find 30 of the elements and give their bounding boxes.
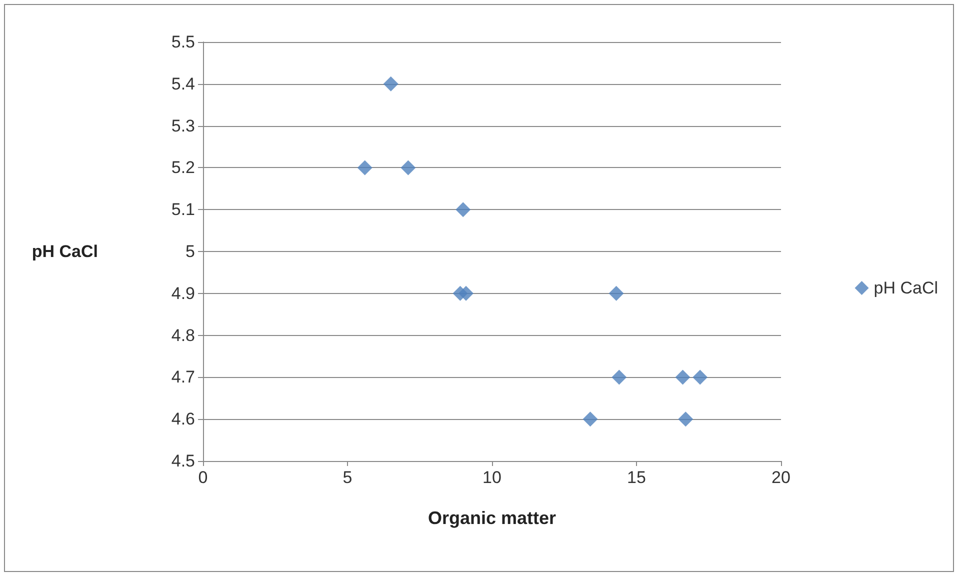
point bbox=[612, 370, 627, 385]
y-tick-label: 5.2 bbox=[171, 158, 195, 178]
y-tick-label: 4.5 bbox=[171, 452, 195, 470]
x-tick-label: 15 bbox=[627, 468, 646, 487]
y-tick-label: 5.5 bbox=[171, 32, 195, 52]
x-tick-label: 10 bbox=[482, 468, 502, 487]
legend-label: pH CaCl bbox=[874, 278, 938, 298]
point bbox=[357, 160, 372, 176]
y-tick-label: 4.9 bbox=[171, 284, 195, 303]
point bbox=[678, 412, 694, 427]
point bbox=[692, 370, 708, 385]
x-axis-title: Organic matter bbox=[428, 508, 556, 528]
point bbox=[400, 160, 416, 176]
y-axis-title: pH CaCl bbox=[32, 242, 98, 261]
y-tick-label: 4.8 bbox=[171, 326, 195, 345]
x-tick-label: 20 bbox=[772, 468, 790, 487]
y-tick-label: 5.4 bbox=[171, 74, 195, 94]
y-tick-label: 5 bbox=[186, 242, 195, 261]
y-tick-label: 4.6 bbox=[171, 410, 195, 429]
point bbox=[675, 370, 690, 385]
point bbox=[383, 76, 398, 92]
point bbox=[582, 412, 598, 427]
x-tick-label: 5 bbox=[342, 468, 352, 487]
y-tick-label: 5.3 bbox=[171, 116, 195, 136]
x-tick-label: 0 bbox=[198, 468, 208, 487]
y-tick-label: 5.1 bbox=[171, 200, 195, 220]
point bbox=[458, 286, 474, 301]
point bbox=[608, 286, 624, 301]
y-tick-label: 4.7 bbox=[171, 368, 195, 387]
point bbox=[456, 202, 471, 218]
